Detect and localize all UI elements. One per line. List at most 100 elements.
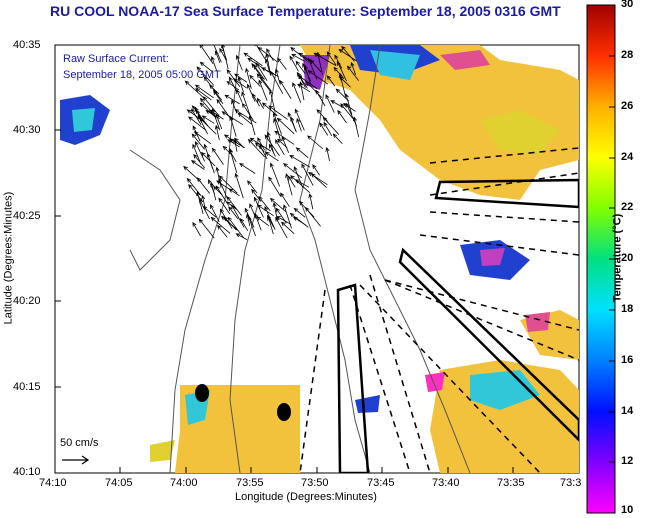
current-vector — [192, 143, 202, 165]
current-vector — [313, 52, 337, 66]
current-vector — [224, 94, 240, 105]
current-vector — [237, 76, 244, 93]
current-vector — [265, 53, 271, 74]
current-vector — [226, 196, 242, 216]
current-vector — [196, 191, 204, 215]
colorbar-ticks — [609, 55, 615, 463]
current-vector — [330, 100, 344, 108]
lon-tick: 74:10 — [39, 477, 67, 489]
current-vector — [200, 151, 216, 167]
colorbar-tick: 10 — [621, 504, 634, 516]
current-vector — [245, 213, 251, 227]
current-vector — [221, 45, 228, 61]
current-vector — [217, 224, 228, 238]
current-vector — [276, 117, 295, 135]
current-vector — [307, 135, 323, 150]
lon-tick: 73:35 — [497, 477, 525, 489]
current-vector — [247, 138, 265, 158]
current-vector — [194, 84, 215, 99]
current-vector — [319, 122, 329, 136]
current-vector — [325, 94, 335, 113]
current-vector — [289, 212, 309, 228]
current-vector — [234, 73, 248, 83]
current-vector — [188, 184, 203, 202]
current-vector — [342, 102, 356, 112]
current-vector — [253, 196, 264, 218]
current-vector — [256, 97, 265, 109]
lon-tick: 74:05 — [105, 477, 133, 489]
current-vector — [255, 62, 268, 81]
current-vector — [210, 216, 231, 234]
current-vector — [198, 218, 215, 239]
current-vector — [268, 176, 282, 197]
current-vector — [301, 163, 314, 186]
current-vector — [350, 61, 356, 76]
current-vector — [184, 80, 205, 99]
current-vector — [257, 137, 265, 151]
current-vector — [223, 134, 241, 146]
lon-tick: 73:40 — [432, 477, 460, 489]
current-vector — [323, 121, 333, 137]
colorbar-tick: 22 — [621, 201, 634, 213]
current-vector — [264, 205, 276, 230]
current-vector — [325, 146, 330, 161]
current-vector — [339, 76, 351, 88]
current-vector — [274, 68, 281, 85]
coastline — [129, 45, 471, 473]
current-vector — [333, 66, 345, 80]
current-vector — [332, 133, 343, 144]
current-vector — [210, 55, 218, 72]
current-vector — [243, 52, 263, 67]
current-vector — [338, 72, 346, 96]
current-vector — [199, 97, 215, 116]
current-vector — [299, 81, 305, 101]
current-vector — [307, 171, 328, 185]
current-vector — [269, 197, 287, 213]
current-vector — [211, 147, 224, 165]
current-vector — [268, 105, 288, 120]
colorbar-tick: 12 — [621, 455, 634, 467]
current-vector — [218, 175, 238, 194]
current-vector — [228, 149, 237, 163]
current-vector — [277, 57, 287, 70]
current-vector — [237, 112, 253, 125]
current-vector — [326, 75, 336, 87]
current-vector — [249, 74, 261, 88]
colorbar-tick: 24 — [621, 151, 634, 163]
current-vector — [308, 193, 314, 210]
current-vector — [213, 45, 222, 63]
current-vector — [202, 205, 217, 218]
current-vector — [277, 138, 288, 149]
colorbar-tick: 20 — [621, 252, 634, 264]
current-vector — [294, 108, 305, 131]
current-vector — [251, 62, 262, 77]
current-vector — [295, 147, 309, 159]
current-vector — [247, 83, 256, 102]
current-vector — [341, 45, 355, 62]
current-vector — [264, 134, 280, 157]
current-vector — [241, 102, 254, 121]
current-vector — [266, 131, 274, 154]
current-vector — [226, 80, 240, 91]
current-vector — [193, 131, 212, 145]
current-vector — [270, 70, 284, 94]
current-vector — [219, 47, 227, 61]
current-vector — [326, 51, 337, 66]
current-vector — [191, 133, 205, 150]
lon-tick: 73:55 — [236, 477, 264, 489]
colorbar-tick: 26 — [621, 100, 634, 112]
lon-tick: 73:45 — [367, 477, 395, 489]
current-vector — [186, 177, 202, 197]
colorbar-tick: 16 — [621, 354, 634, 366]
current-vector — [290, 47, 308, 61]
current-vector — [213, 90, 224, 104]
current-vector — [192, 221, 201, 237]
current-vector — [233, 138, 238, 152]
current-vectors — [183, 45, 360, 241]
current-vector — [188, 116, 206, 131]
lon-tick: 74:00 — [170, 477, 198, 489]
current-vector — [272, 202, 278, 222]
current-vector — [269, 162, 280, 187]
current-vector — [254, 142, 265, 153]
current-vector — [239, 163, 256, 174]
